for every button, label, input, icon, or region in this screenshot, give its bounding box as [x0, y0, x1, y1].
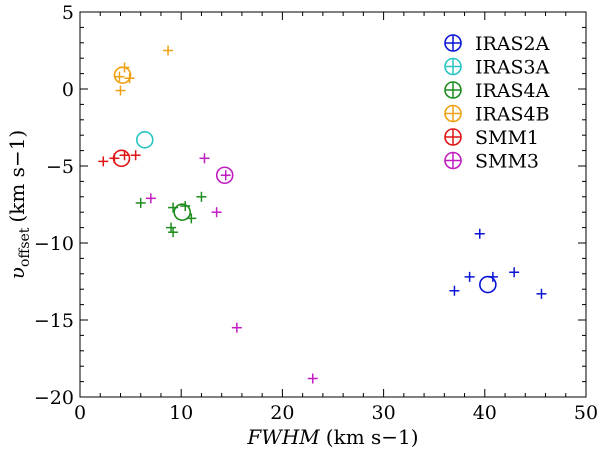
data-point-smm3	[145, 193, 156, 204]
data-point-iras2a	[536, 288, 547, 299]
y-tick-label: −10	[34, 233, 74, 255]
y-tick-label: 0	[62, 79, 74, 101]
data-point-iras4a	[196, 191, 207, 202]
legend-item-iras3a: IRAS3A	[444, 57, 550, 79]
data-point-smm1	[98, 156, 109, 167]
data-point-smm1	[130, 150, 141, 161]
data-point-iras4b	[163, 45, 174, 56]
y-tick-label: −15	[34, 310, 74, 332]
plot-frame	[79, 11, 587, 398]
x-tick-label: 40	[473, 402, 497, 424]
data-points-group	[98, 45, 547, 384]
data-point-iras4a	[180, 201, 191, 212]
x-tick-label: 30	[372, 402, 396, 424]
ticks-group: 0 10 20 30 40 50 −20 −15 −10 −5 0 5	[34, 2, 598, 424]
mean-marker-iras4a	[173, 203, 192, 221]
legend-item-iras4b: IRAS4B	[444, 104, 550, 126]
legend-item-iras2a: IRAS2A	[444, 33, 550, 55]
y-tick-label: −5	[46, 156, 74, 178]
legend-item-smm3: SMM3	[444, 151, 539, 173]
y-axis-label: υoffset (km s−1)	[5, 130, 33, 279]
data-point-iras2a	[464, 271, 475, 282]
data-point-smm3	[231, 322, 242, 333]
legend-label: SMM3	[475, 151, 539, 173]
y-axis-label-symbol: υ	[5, 267, 29, 279]
x-tick-label: 0	[74, 402, 86, 424]
data-point-iras2a	[474, 228, 485, 239]
data-point-iras2a	[509, 267, 520, 278]
x-tick-label: 20	[270, 402, 294, 424]
mean-marker-iras2a	[479, 275, 497, 294]
x-axis-label: FWHM (km s−1)	[246, 425, 418, 449]
y-tick-label: 5	[62, 2, 74, 24]
mean-marker-iras4b	[113, 66, 132, 84]
data-point-iras4a	[166, 222, 177, 233]
data-point-iras4a	[168, 227, 179, 238]
y-axis-label-subscript: offset	[17, 227, 33, 267]
mean-marker-iras3a	[135, 131, 154, 149]
x-axis-label-name: FWHM	[246, 425, 320, 449]
data-point-iras4b	[115, 85, 126, 96]
y-tick-label: −20	[34, 387, 74, 409]
plot-frame-group	[79, 11, 587, 398]
y-axis-label-unit: (km s−1)	[5, 130, 29, 223]
data-point-smm3	[220, 170, 231, 181]
legend-label: IRAS2A	[475, 33, 550, 55]
data-point-smm1	[119, 150, 130, 161]
legend-label: SMM1	[475, 127, 539, 149]
data-point-iras2a	[449, 285, 460, 296]
x-tick-label: 50	[574, 402, 598, 424]
data-point-iras4b	[114, 71, 125, 82]
legend-label: IRAS4B	[475, 104, 550, 126]
legend-label: IRAS4A	[475, 80, 550, 102]
data-point-smm3	[307, 373, 318, 384]
x-axis-label-unit: (km s−1)	[326, 425, 419, 449]
data-point-iras4a	[135, 197, 146, 208]
legend-item-iras4a: IRAS4A	[444, 80, 550, 102]
legend-item-smm1: SMM1	[444, 127, 539, 149]
x-tick-label: 10	[169, 402, 193, 424]
data-point-smm3	[199, 153, 210, 164]
data-point-smm3	[211, 207, 222, 218]
mean-marker-smm1	[112, 149, 131, 168]
legend-label: IRAS3A	[475, 57, 550, 79]
mean-marker-smm3	[215, 166, 234, 185]
